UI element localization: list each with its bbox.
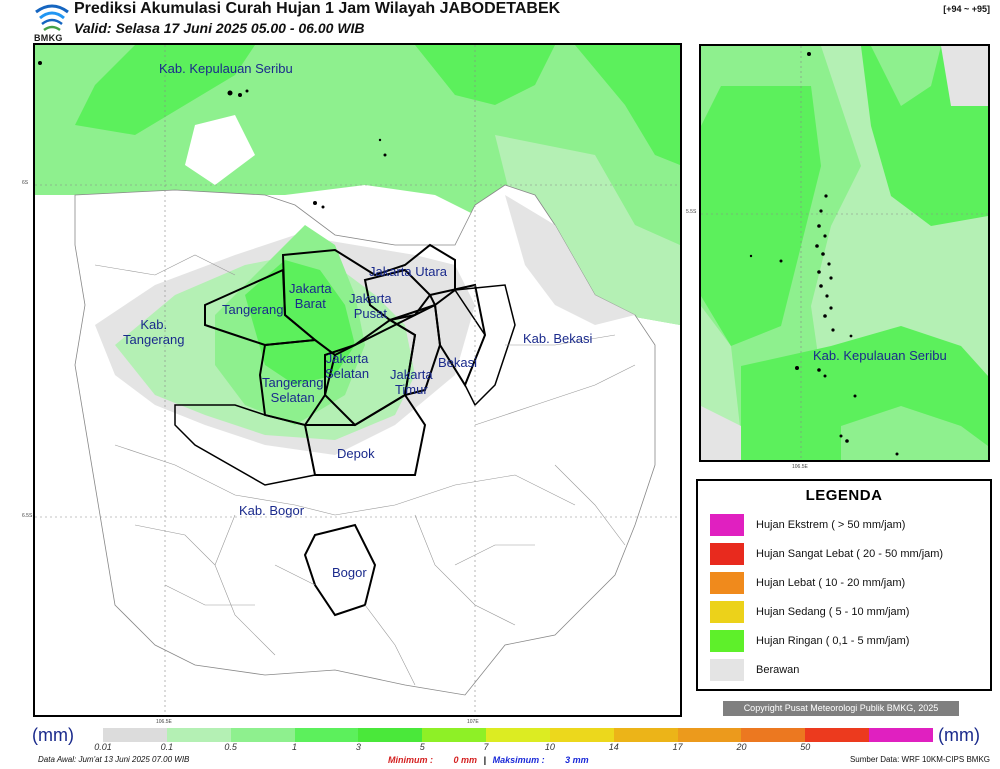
- main-map: Kab. Kepulauan Seribu Jakarta Utara Jaka…: [33, 43, 682, 717]
- colorbar-segment: [549, 728, 614, 742]
- logo-text: BMKG: [34, 33, 63, 43]
- colorbar-segment: [103, 728, 167, 742]
- colorbar: [103, 728, 933, 742]
- colorbar-segment: [805, 728, 870, 742]
- legend-label: Hujan Sedang ( 5 - 10 mm/jam): [756, 606, 910, 618]
- legend-swatch: [710, 659, 744, 681]
- label-bekasi: Bekasi: [438, 355, 478, 370]
- colorbar-segment: [294, 728, 359, 742]
- label-jakarta-selatan: Jakarta Selatan: [325, 351, 370, 381]
- label-bogor: Bogor: [332, 565, 367, 580]
- legend-swatch: [710, 543, 744, 565]
- inset-map-svg: [701, 46, 988, 460]
- legend-label: Berawan: [756, 664, 800, 676]
- inset-map: Kab. Kepulauan Seribu: [699, 44, 990, 462]
- tick-lon-1065: 106.5E: [156, 719, 172, 725]
- colorbar-segment: [166, 728, 231, 742]
- legend-swatch: [710, 601, 744, 623]
- colorbar-tick-label: 5: [419, 742, 425, 752]
- bmkg-logo-icon: [35, 4, 69, 32]
- colorbar-tick-label: 0.1: [160, 742, 174, 752]
- min-value: 0 mm: [453, 755, 478, 765]
- tick-lat-6s-outer: 6S: [22, 180, 29, 186]
- inset-tick-lat: 5.5S: [686, 209, 697, 215]
- colorbar-segment: [358, 728, 423, 742]
- colorbar-tick-label: 0.5: [224, 742, 237, 752]
- tick-lon-107: 107E: [467, 719, 479, 725]
- valid-time: Valid: Selasa 17 Juni 2025 05.00 - 06.00…: [74, 20, 365, 36]
- legend-item-cloudy: Berawan: [710, 658, 799, 682]
- legend-panel: LEGENDA Hujan Ekstrem ( > 50 mm/jam) Huj…: [696, 479, 992, 691]
- legend-item-moderate: Hujan Sedang ( 5 - 10 mm/jam): [710, 600, 909, 624]
- label-jakarta-barat: Jakarta Barat: [289, 281, 332, 311]
- legend-title: LEGENDA: [805, 487, 883, 504]
- colorbar-tick-label: 3: [355, 742, 361, 752]
- colorbar-segment: [613, 728, 678, 742]
- legend-item-heavy: Hujan Lebat ( 10 - 20 mm/jam): [710, 571, 905, 595]
- colorbar-unit-left: (mm): [32, 725, 74, 745]
- data-awal: Data Awal: Jum'at 13 Juni 2025 07.00 WIB: [38, 755, 190, 764]
- colorbar-tick-label: 10: [544, 742, 555, 752]
- colorbar-unit-right: (mm): [938, 725, 980, 745]
- label-kep-seribu: Kab. Kepulauan Seribu: [159, 61, 293, 76]
- min-max-readout: Minimum : 0 mm | Maksimum : 3 mm: [388, 755, 589, 765]
- label-jakarta-pusat: Jakarta Pusat: [349, 291, 392, 321]
- label-depok: Depok: [337, 446, 375, 461]
- colorbar-segment: [677, 728, 742, 742]
- label-kab-bekasi: Kab. Bekasi: [523, 331, 593, 346]
- tick-lat-65s: 6.5S: [22, 513, 33, 519]
- legend-label: Hujan Lebat ( 10 - 20 mm/jam): [756, 577, 906, 589]
- colorbar-tick-label: 0.01: [94, 742, 112, 752]
- label-jakarta-timur: Jakarta Timur: [390, 367, 433, 397]
- colorbar-tick-label: 20: [736, 742, 747, 752]
- legend-label: Hujan Sangat Lebat ( 20 - 50 mm/jam): [756, 548, 944, 560]
- colorbar-tick-label: 17: [672, 742, 683, 752]
- colorbar-tick-label: 14: [608, 742, 619, 752]
- colorbar-segment: [486, 728, 550, 742]
- label-tangerang-selatan: Tangerang Selatan: [262, 375, 324, 405]
- legend-item-light: Hujan Ringan ( 0,1 - 5 mm/jam): [710, 629, 909, 653]
- copyright-badge: Copyright Pusat Meteorologi Publik BMKG,…: [723, 701, 959, 716]
- main-map-svg: [35, 45, 680, 715]
- colorbar-segment: [741, 728, 806, 742]
- colorbar-tick-label: 1: [292, 742, 298, 752]
- label-tangerang: Tangerang: [222, 302, 284, 317]
- legend-item-very-heavy: Hujan Sangat Lebat ( 20 - 50 mm/jam): [710, 542, 943, 566]
- min-max-separator: |: [483, 755, 487, 765]
- data-source: Sumber Data: WRF 10KM-CIPS BMKG: [849, 755, 990, 764]
- page-title: Prediksi Akumulasi Curah Hujan 1 Jam Wil…: [74, 0, 561, 17]
- colorbar-segment: [422, 728, 487, 742]
- legend-item-extreme: Hujan Ekstrem ( > 50 mm/jam): [710, 513, 905, 537]
- label-kab-tangerang: Kab. Tangerang: [123, 317, 185, 347]
- legend-swatch: [710, 572, 744, 594]
- grid-coords: [+94 ~ +95]: [943, 4, 990, 14]
- legend-swatch: [710, 514, 744, 536]
- min-label: Minimum :: [388, 755, 433, 765]
- label-jakarta-utara: Jakarta Utara: [369, 264, 448, 279]
- max-label: Maksimum :: [492, 755, 545, 765]
- legend-label: Hujan Ringan ( 0,1 - 5 mm/jam): [756, 635, 910, 647]
- inset-label-kep-seribu: Kab. Kepulauan Seribu: [813, 348, 947, 363]
- colorbar-segment: [869, 728, 933, 742]
- colorbar-tick-label: 7: [483, 742, 489, 752]
- legend-label: Hujan Ekstrem ( > 50 mm/jam): [756, 519, 906, 531]
- colorbar-segment: [230, 728, 295, 742]
- colorbar-tick-label: 50: [800, 742, 811, 752]
- legend-swatch: [710, 630, 744, 652]
- max-value: 3 mm: [565, 755, 589, 765]
- inset-tick-lon: 106.5E: [792, 464, 808, 470]
- label-kab-bogor: Kab. Bogor: [239, 503, 305, 518]
